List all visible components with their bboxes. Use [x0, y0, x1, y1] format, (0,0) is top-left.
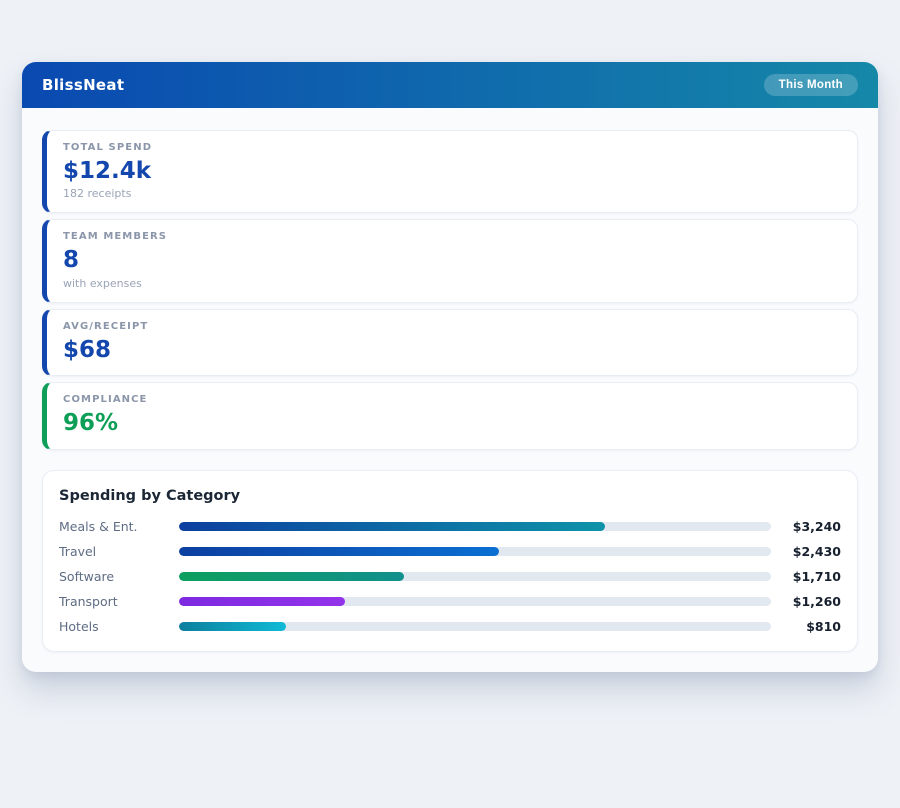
stat-subtext: 182 receipts	[63, 187, 132, 201]
period-badge[interactable]: This Month	[763, 74, 858, 96]
spending-by-category-card: Spending by Category Meals & Ent. $3,240…	[42, 469, 858, 652]
dashboard-body: TOTAL SPEND $12.4k 182 receipts TEAM MEM…	[22, 108, 878, 672]
stat-value: $12.4k	[63, 158, 152, 184]
category-label: Meals & Ent.	[59, 519, 138, 535]
stat-label: TEAM MEMBERS	[63, 231, 168, 243]
category-value: $1,260	[792, 594, 841, 610]
app-title: BlissNeat	[42, 76, 125, 94]
chart-row-meals: Meals & Ent. $3,240	[59, 519, 841, 535]
dashboard-card: BlissNeat This Month TOTAL SPEND $12.4k …	[22, 62, 878, 672]
category-value: $810	[806, 619, 841, 635]
bar-fill	[179, 572, 404, 582]
stat-card-compliance: COMPLIANCE 96%	[42, 382, 858, 450]
category-value: $2,430	[792, 544, 841, 560]
bar-fill	[179, 547, 499, 557]
chart-row-travel: Travel $2,430	[59, 544, 841, 560]
bar-fill	[179, 522, 606, 532]
bar-fill	[179, 622, 286, 632]
bar-track	[179, 572, 771, 582]
chart-row-hotels: Hotels $810	[59, 619, 841, 635]
stat-label: COMPLIANCE	[63, 394, 148, 406]
bar-track	[179, 597, 771, 607]
category-value: $1,710	[792, 569, 841, 585]
chart-title: Spending by Category	[59, 487, 241, 504]
bar-fill	[179, 597, 345, 607]
category-label: Travel	[59, 544, 97, 560]
app-header: BlissNeat This Month	[22, 62, 878, 108]
stat-value: 96%	[63, 410, 119, 437]
stat-card-team-members: TEAM MEMBERS 8 with expenses	[42, 219, 858, 303]
chart-row-transport: Transport $1,260	[59, 594, 841, 610]
category-label: Transport	[59, 594, 118, 610]
category-label: Software	[59, 569, 115, 585]
chart-row-software: Software $1,710	[59, 569, 841, 585]
bar-track	[179, 522, 771, 532]
stat-value: $68	[63, 336, 112, 363]
stat-label: AVG/RECEIPT	[63, 320, 149, 332]
stat-card-avg-receipt: AVG/RECEIPT $68	[42, 308, 858, 377]
stat-subtext: with expenses	[63, 276, 142, 290]
stat-value: 8	[63, 247, 80, 274]
stat-card-total-spend: TOTAL SPEND $12.4k 182 receipts	[42, 130, 858, 214]
stat-label: TOTAL SPEND	[63, 142, 153, 153]
category-label: Hotels	[59, 619, 99, 635]
bar-track	[179, 547, 771, 557]
bar-track	[179, 622, 771, 632]
category-value: $3,240	[792, 519, 841, 535]
